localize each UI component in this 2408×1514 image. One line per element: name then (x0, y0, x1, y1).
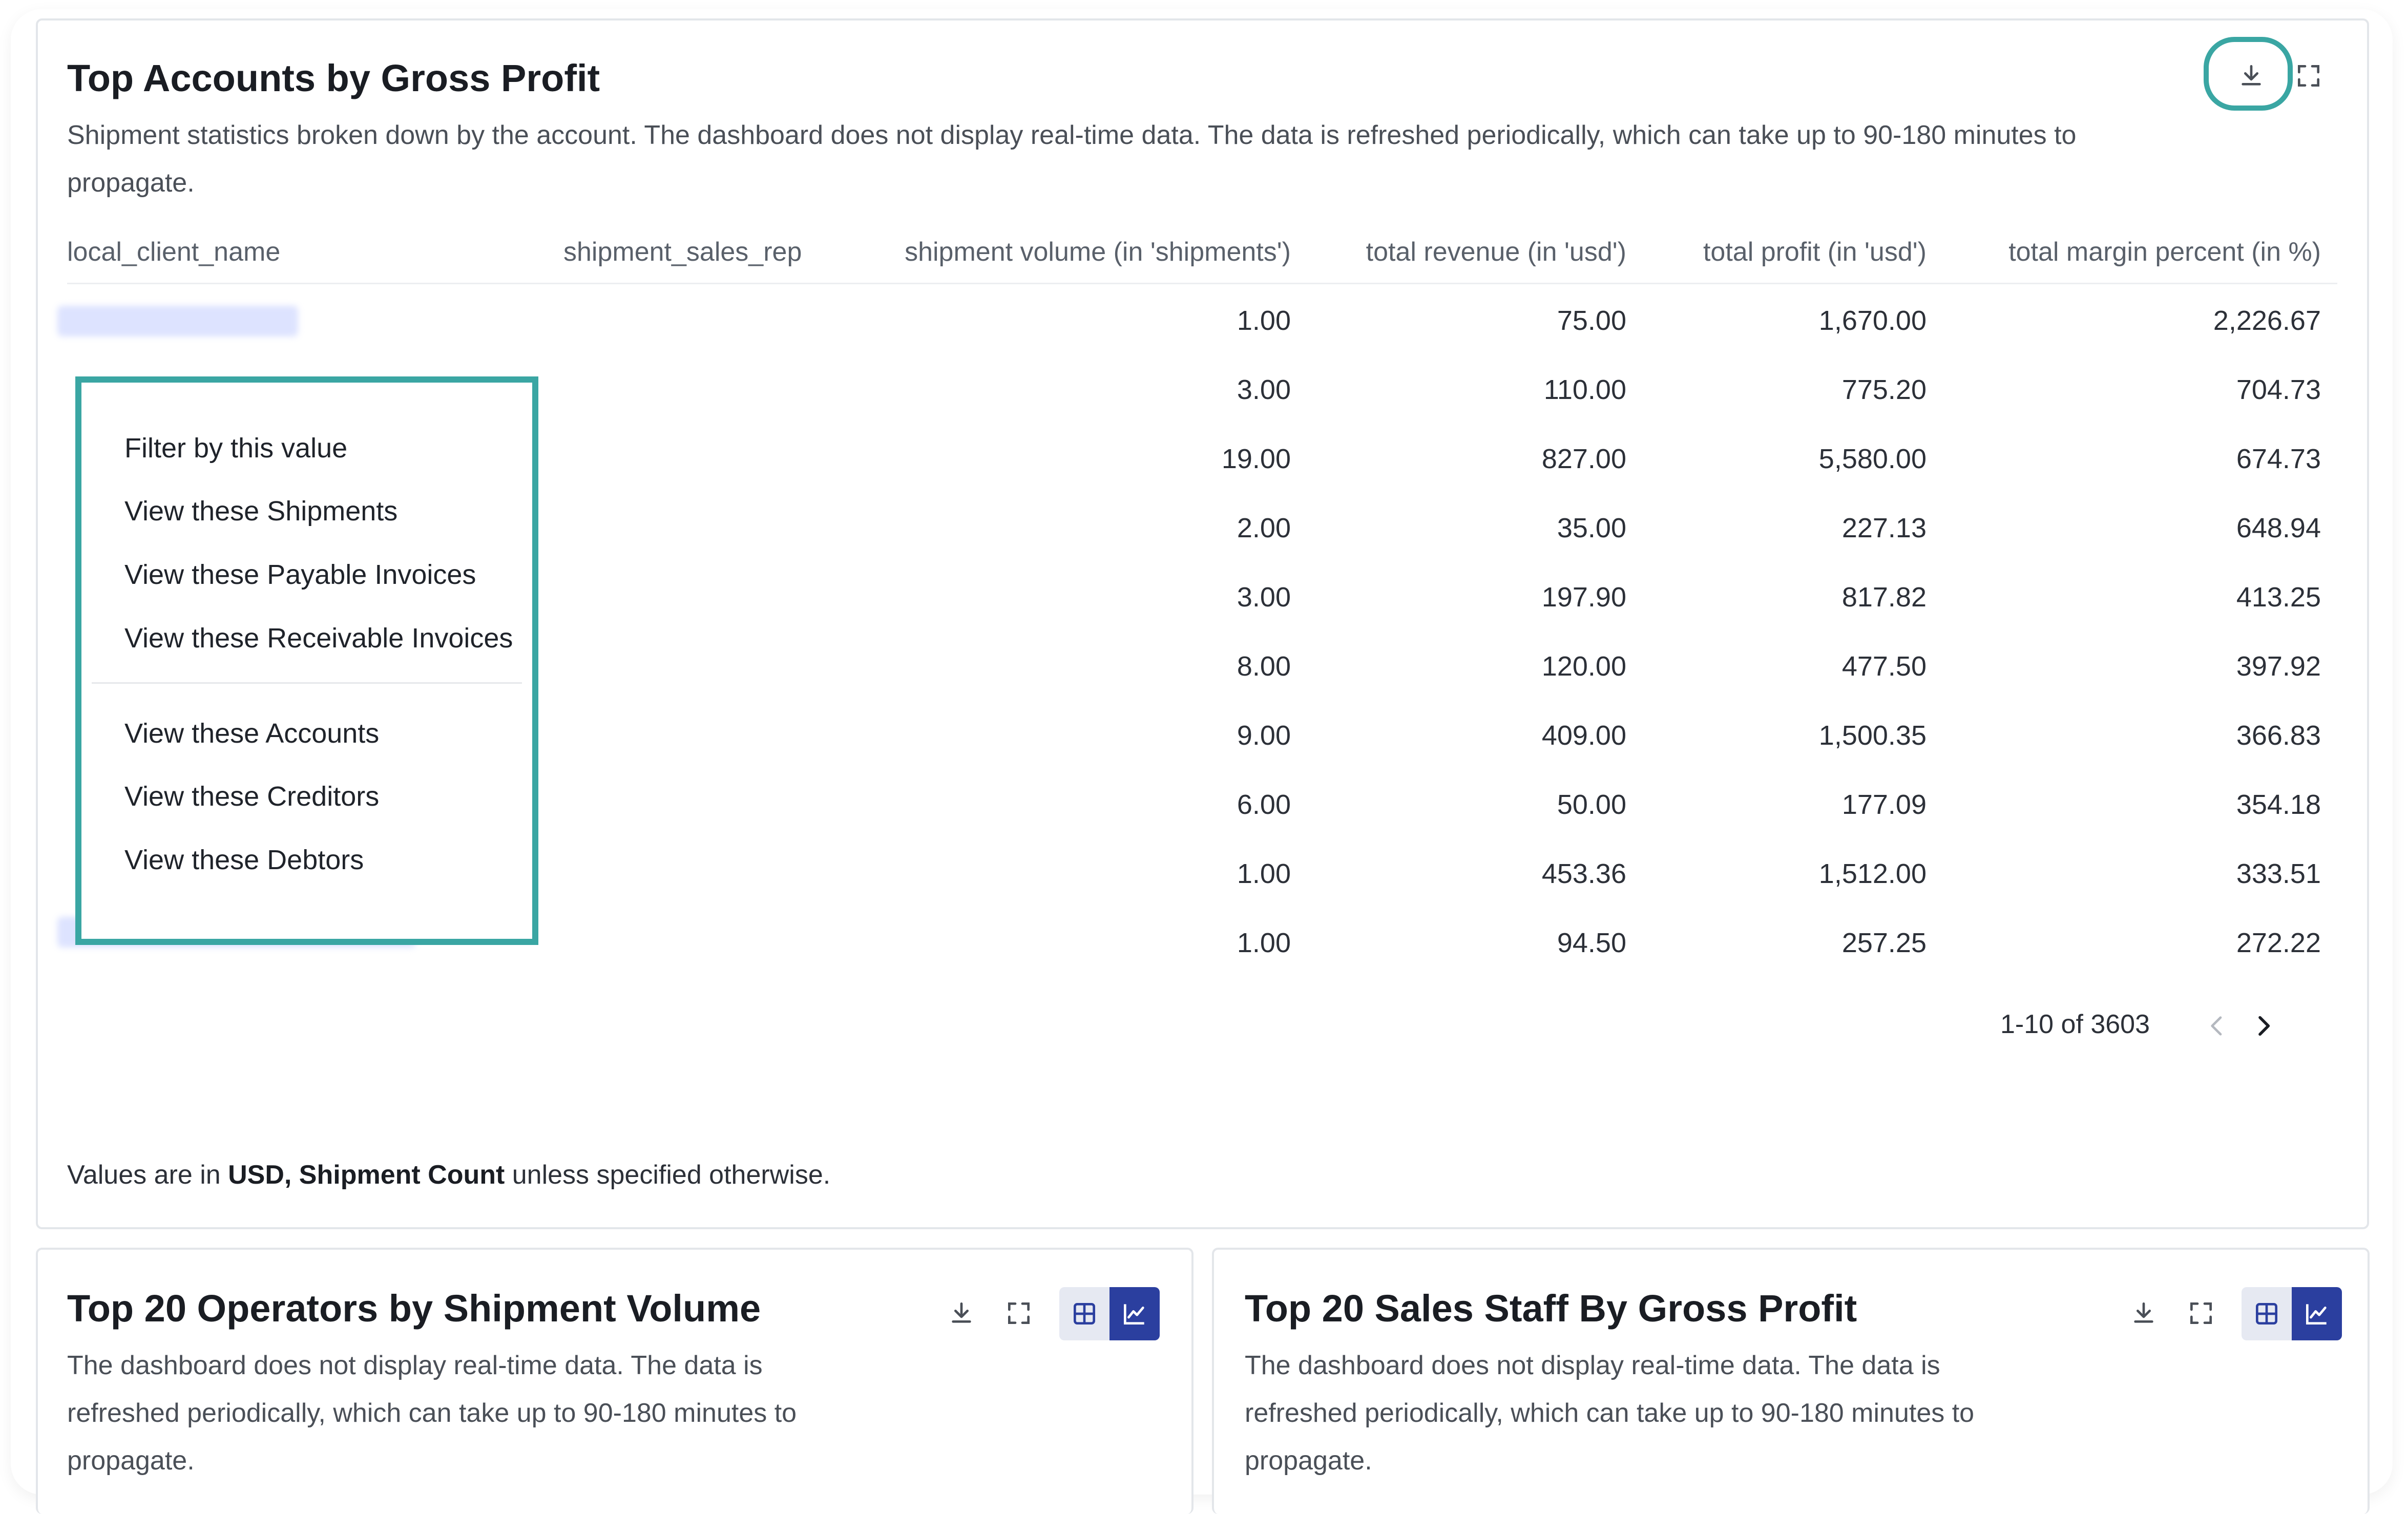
cell-shipment-volume[interactable]: 6.00 (1237, 789, 1291, 820)
units-note-bold: USD, Shipment Count (228, 1160, 505, 1190)
menu-item-view-accounts[interactable]: View these Accounts (124, 718, 380, 749)
cell-total-profit[interactable]: 227.13 (1841, 513, 1927, 543)
cell-total-profit[interactable]: 1,512.00 (1818, 858, 1927, 889)
card-description: Shipment statistics broken down by the a… (67, 120, 2077, 198)
pagination-label: 1-10 of 3603 (2000, 1010, 2150, 1039)
sales-staff-card (1212, 1248, 2370, 1514)
cell-total-revenue[interactable]: 453.36 (1541, 858, 1626, 889)
context-menu: Filter by this value View these Shipment… (75, 376, 538, 945)
next-page-button[interactable] (2241, 1003, 2287, 1049)
chart-view-button[interactable] (2292, 1287, 2342, 1340)
card-description: The dashboard does not display real-time… (67, 1351, 797, 1476)
cell-total-revenue[interactable]: 35.00 (1557, 513, 1626, 543)
cell-total-margin[interactable]: 413.25 (2236, 582, 2321, 613)
view-toggle (1059, 1287, 1160, 1340)
cell-shipment-volume[interactable]: 9.00 (1237, 720, 1291, 751)
cell-shipment-volume[interactable]: 19.00 (1221, 444, 1291, 474)
menu-divider (92, 682, 522, 684)
cell-total-profit[interactable]: 775.20 (1841, 374, 1927, 405)
table-view-icon (1074, 1303, 1095, 1324)
cell-total-profit[interactable]: 817.82 (1841, 582, 1927, 613)
cell-total-revenue[interactable]: 197.90 (1541, 582, 1626, 613)
cell-total-profit[interactable]: 257.25 (1841, 928, 1927, 958)
chart-view-button[interactable] (1109, 1287, 1160, 1340)
cell-total-margin[interactable]: 272.22 (2236, 928, 2321, 958)
cell-total-revenue[interactable]: 110.00 (1543, 374, 1626, 405)
cell-total-revenue[interactable]: 94.50 (1557, 928, 1626, 958)
menu-item-filter[interactable]: Filter by this value (124, 433, 348, 464)
chevron-left-icon (2211, 1016, 2222, 1036)
cell-total-profit[interactable]: 477.50 (1841, 651, 1927, 682)
fullscreen-icon (2298, 65, 2319, 87)
download-icon (2134, 1302, 2153, 1323)
cell-shipment-volume[interactable]: 1.00 (1237, 858, 1291, 889)
column-header[interactable]: shipment volume (in 'shipments') (905, 237, 1291, 267)
download-highlight (2204, 37, 2293, 111)
cell-shipment-volume[interactable]: 8.00 (1237, 651, 1291, 682)
download-button[interactable] (2121, 1290, 2167, 1336)
cell-total-revenue[interactable]: 50.00 (1557, 789, 1626, 820)
cell-total-margin[interactable]: 2,226.67 (2213, 305, 2321, 336)
menu-item-view-payable-invoices[interactable]: View these Payable Invoices (124, 559, 476, 590)
download-icon (2242, 65, 2261, 86)
fullscreen-icon (2190, 1302, 2212, 1324)
cell-total-revenue[interactable]: 75.00 (1557, 305, 1626, 336)
cell-total-margin[interactable]: 397.92 (2236, 651, 2321, 682)
download-button[interactable] (2228, 53, 2274, 99)
card-title: Top 20 Sales Staff By Gross Profit (1245, 1287, 1857, 1330)
chart-view-icon (2306, 1304, 2327, 1324)
column-header[interactable]: total profit (in 'usd') (1703, 237, 1927, 267)
operators-card (36, 1248, 1193, 1514)
fullscreen-button[interactable] (2286, 53, 2332, 99)
chart-view-icon (1124, 1304, 1144, 1324)
cell-total-revenue[interactable]: 409.00 (1541, 720, 1626, 751)
chevron-right-icon (2258, 1016, 2270, 1036)
cell-shipment-volume[interactable]: 2.00 (1237, 513, 1291, 543)
cell-shipment-volume[interactable]: 1.00 (1237, 305, 1291, 336)
menu-item-view-creditors[interactable]: View these Creditors (124, 781, 380, 812)
download-icon (952, 1302, 971, 1323)
previous-page-button[interactable] (2194, 1003, 2240, 1049)
fullscreen-button[interactable] (996, 1290, 1042, 1336)
card-title: Top Accounts by Gross Profit (67, 57, 600, 99)
cell-total-margin[interactable]: 354.18 (2236, 789, 2321, 820)
cell-total-margin[interactable]: 333.51 (2236, 858, 2321, 889)
table-view-icon (2256, 1303, 2277, 1324)
cell-shipment-volume[interactable]: 3.00 (1237, 374, 1291, 405)
card-title: Top 20 Operators by Shipment Volume (67, 1287, 761, 1330)
menu-item-view-receivable-invoices[interactable]: View these Receivable Invoices (124, 623, 513, 654)
cell-total-revenue[interactable]: 827.00 (1541, 444, 1626, 474)
cell-total-margin[interactable]: 366.83 (2236, 720, 2321, 751)
header-divider (67, 283, 2337, 284)
cell-shipment-volume[interactable]: 1.00 (1237, 928, 1291, 958)
column-header[interactable]: local_client_name (67, 237, 281, 267)
download-button[interactable] (938, 1290, 985, 1336)
units-note: Values are in USD, Shipment Count unless… (67, 1160, 831, 1190)
cell-total-margin[interactable]: 674.73 (2236, 444, 2321, 474)
cell-shipment-volume[interactable]: 3.00 (1237, 582, 1291, 613)
cell-total-profit[interactable]: 177.09 (1841, 789, 1927, 820)
menu-item-view-shipments[interactable]: View these Shipments (124, 496, 398, 527)
cell-total-profit[interactable]: 5,580.00 (1818, 444, 1927, 474)
column-header[interactable]: shipment_sales_rep (563, 237, 802, 267)
column-header[interactable]: total revenue (in 'usd') (1366, 237, 1626, 267)
menu-item-view-debtors[interactable]: View these Debtors (124, 845, 364, 875)
cell-total-profit[interactable]: 1,670.00 (1818, 305, 1927, 336)
table-view-button[interactable] (1059, 1287, 1109, 1340)
cell-total-profit[interactable]: 1,500.35 (1818, 720, 1927, 751)
view-toggle (2242, 1287, 2342, 1340)
cell-total-margin[interactable]: 648.94 (2236, 513, 2321, 543)
cell-total-margin[interactable]: 704.73 (2236, 374, 2321, 405)
card-description: The dashboard does not display real-time… (1245, 1351, 1975, 1476)
column-header[interactable]: total margin percent (in %) (2008, 237, 2321, 267)
fullscreen-button[interactable] (2178, 1290, 2224, 1336)
redacted-client-name (57, 306, 298, 337)
table-view-button[interactable] (2242, 1287, 2292, 1340)
fullscreen-icon (1008, 1302, 1030, 1324)
cell-total-revenue[interactable]: 120.00 (1541, 651, 1626, 682)
